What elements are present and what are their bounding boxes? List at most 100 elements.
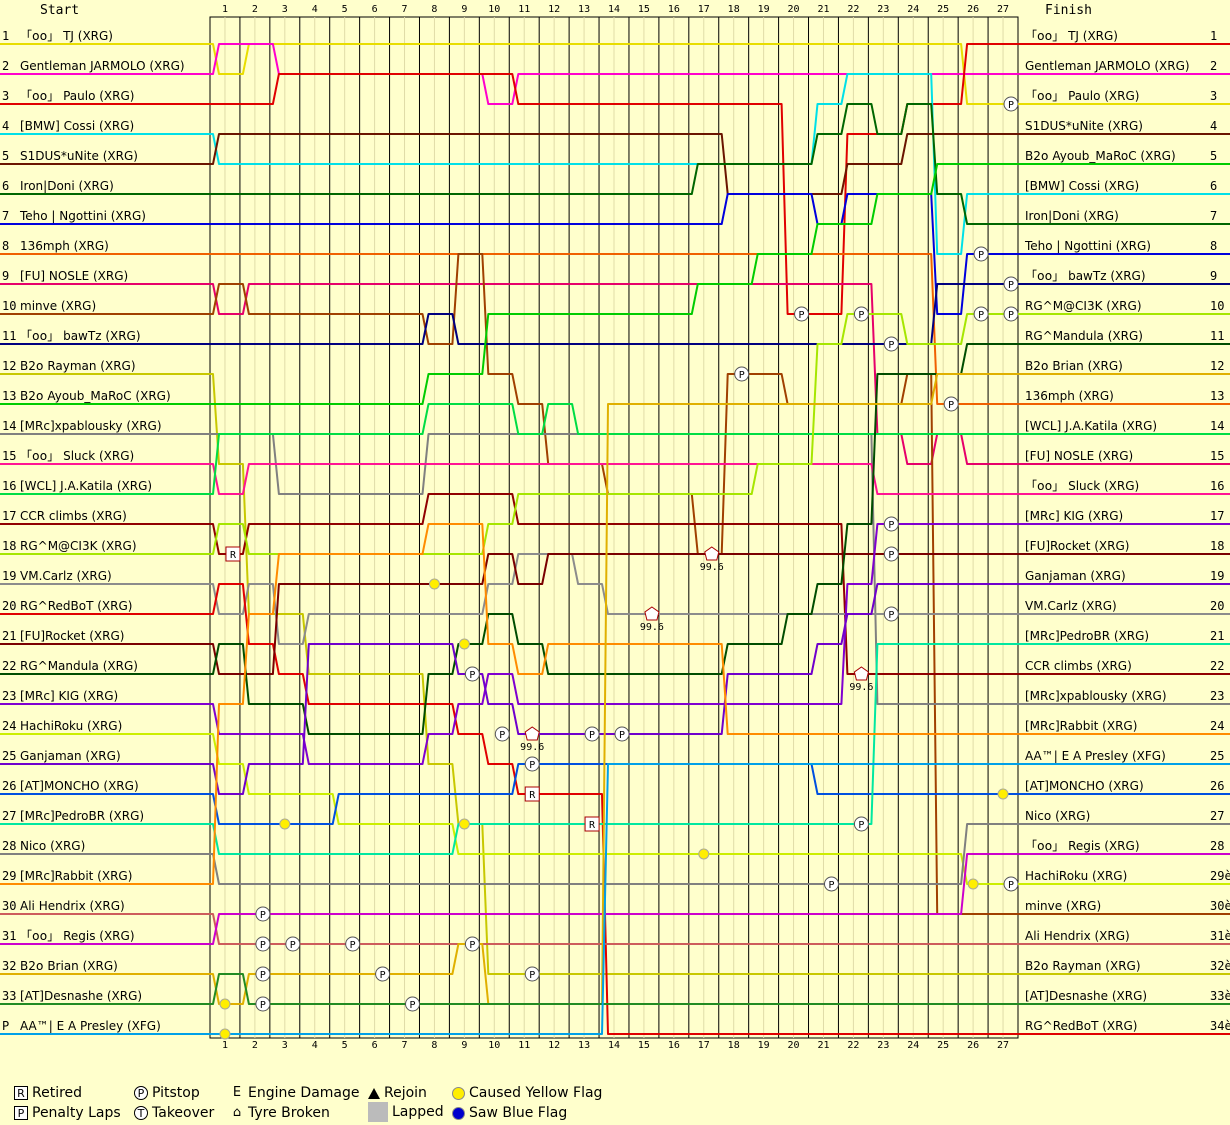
finish-position-number: 1 [1210,29,1217,43]
race-position-chart: Start Finish 112233445566778899101011111… [0,3,1230,1051]
series-lines [0,43,1230,1035]
lap-tick-bottom: 13 [578,1040,590,1051]
finish-position-number: 3 [1210,89,1217,103]
start-position-number: 31 [2,929,16,943]
lap-tick-top: 23 [877,4,889,15]
start-driver-label: B2໐ Rayman (XRG) [20,359,136,373]
pitstop-marker-label: P [888,610,894,621]
start-driver-label: [MRc] KIG (XRG) [20,689,118,703]
finish-position-number: 27 [1210,809,1224,823]
pitstop-marker-label: P [529,760,535,771]
event-markers: R P P P P P P P P P P P P P R R P P P P P P P P P P P P P P P P P P 99.6 99… [219,96,1019,1040]
lap-tick-bottom: 3 [282,1040,288,1051]
lap-tick-top: 16 [668,4,680,15]
lap-tick-top: 3 [282,4,288,15]
finish-driver-label: [FU] NOSLE (XRG) [1025,449,1133,463]
start-position-number: 27 [2,809,16,823]
lap-tick-top: 1 [222,4,228,15]
yellow-flag-marker [458,638,470,650]
finish-driver-label: Nico (XRG) [1025,809,1090,823]
lap-tick-bottom: 5 [342,1040,348,1051]
start-position-number: 7 [2,209,9,223]
engine-damage-value: 99.6 [520,742,544,753]
start-driver-label: 「໐໐」 bawTz (XRG) [20,329,141,343]
start-driver-label: minve (XRG) [20,299,96,313]
lap-tick-top: 27 [997,4,1009,15]
lap-grid: 1122334455667788991010111112121313141415… [209,4,1019,1051]
pitstop-marker [255,906,271,922]
finish-position-number: 14 [1210,419,1224,433]
pitstop-marker-label: P [260,1000,266,1011]
finish-position-number: 19 [1210,569,1224,583]
pitstop-icon: P [134,1086,148,1100]
start-driver-label: Gentleman JARMOLO (XRG) [20,59,185,73]
finish-position-number: 21 [1210,629,1224,643]
penalty-icon: P [14,1106,28,1120]
start-grid-labels: 1 「໐໐」 TJ (XRG) 2 Gentleman JARMOLO (XRG) 3 「… [0,29,210,1035]
legend-pitstop: P Pitstop [134,1085,200,1101]
pitstop-marker [255,996,271,1012]
finish-position-number: 26 [1210,779,1224,793]
lap-tick-top: 15 [638,4,650,15]
pitstop-marker-label: P [888,520,894,531]
finish-position-number: 17 [1210,509,1224,523]
lap-tick-bottom: 2 [252,1040,258,1051]
lap-tick-bottom: 11 [518,1040,530,1051]
lap-tick-top: 9 [461,4,467,15]
start-driver-label: S1DUS*uNite (XRG) [20,149,138,163]
finish-position-number: 4 [1210,119,1217,133]
finish-driver-label: B2໐ Ayoub_MaRoC (XRG) [1025,149,1176,163]
legend-retired: R Retired [14,1085,82,1101]
finish-driver-label: [AT]MONCHO (XRG) [1025,779,1144,793]
pitstop-marker [794,306,810,322]
engine-damage-value: 99.6 [640,622,664,633]
lap-tick-bottom: 18 [728,1040,740,1051]
lap-tick-bottom: 23 [877,1040,889,1051]
lap-tick-top: 13 [578,4,590,15]
series-line [0,43,1230,105]
pitstop-marker [524,756,540,772]
start-position-number: 21 [2,629,16,643]
yellow-flag-marker [698,848,710,860]
series-line [0,973,1230,1005]
start-driver-label: 「໐໐」 TJ (XRG) [20,29,113,43]
retired-icon: R [14,1086,28,1100]
engine-damage-marker [704,546,720,561]
start-driver-label: 「໐໐」 Regis (XRG) [20,929,135,943]
lap-tick-bottom: 16 [668,1040,680,1051]
lap-tick-bottom: 4 [312,1040,318,1051]
yellow-flag-marker [997,788,1009,800]
pitstop-marker-label: P [948,400,954,411]
start-position-number: 23 [2,689,16,703]
pitstop-marker-label: P [888,550,894,561]
finish-driver-label: [MRc] KIG (XRG) [1025,509,1123,523]
finish-driver-label: HachiRoku (XRG) [1025,869,1127,883]
finish-position-number: 10 [1210,299,1224,313]
start-driver-label: [AT]Desnashe (XRG) [20,989,142,1003]
pitstop-marker-label: P [499,730,505,741]
start-driver-label: AA™| E A Presley (XFG) [20,1019,161,1033]
pitstop-marker-label: P [589,730,595,741]
finish-driver-label: VM.Carlz (XRG) [1025,599,1117,613]
start-position-number: 10 [2,299,16,313]
series-line [0,163,1230,405]
lap-tick-top: 4 [312,4,318,15]
lap-tick-top: 26 [967,4,979,15]
start-position-number: 32 [2,959,16,973]
start-driver-label: RG^RedBoT (XRG) [20,599,132,613]
engine-damage-marker [644,606,660,621]
lap-tick-top: 11 [518,4,530,15]
finish-position-number: 15 [1210,449,1224,463]
finish-position-number: 34è [1210,1019,1230,1033]
pitstop-marker-label: P [529,970,535,981]
pitstop-marker-label: P [739,370,745,381]
lap-tick-bottom: 9 [461,1040,467,1051]
start-driver-label: [FU]Rocket (XRG) [20,629,124,643]
retired-marker [225,546,241,562]
lap-tick-bottom: 26 [967,1040,979,1051]
retired-marker [584,816,600,832]
start-driver-label: 136mph (XRG) [20,239,109,253]
start-driver-label: CCR climbs (XRG) [20,509,127,523]
start-position-number: 18 [2,539,16,553]
start-position-number: 14 [2,419,16,433]
